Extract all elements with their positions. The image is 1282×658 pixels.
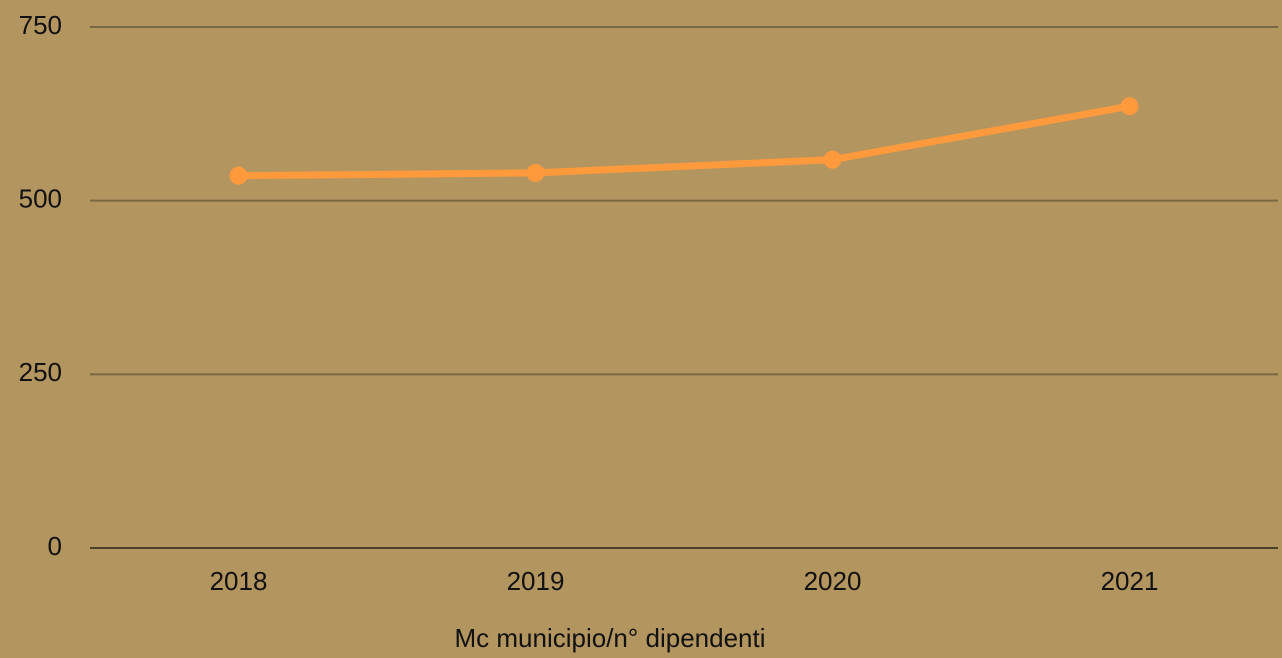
point bbox=[823, 150, 842, 169]
x-tick-label: 2021 bbox=[1101, 566, 1159, 596]
point bbox=[1120, 97, 1139, 116]
legend-label: Mc municipio/n° dipendenti bbox=[454, 623, 765, 653]
x-tick-label: 2018 bbox=[210, 566, 268, 596]
x-tick-label: 2020 bbox=[804, 566, 862, 596]
point bbox=[526, 163, 545, 182]
point bbox=[229, 166, 248, 185]
y-tick-label: 500 bbox=[19, 184, 62, 214]
series-line bbox=[238, 102, 1131, 180]
y-tick-label: 750 bbox=[19, 10, 62, 40]
y-tick-label: 250 bbox=[19, 357, 62, 387]
y-tick-label: 0 bbox=[48, 531, 62, 561]
x-tick-label: 2019 bbox=[507, 566, 565, 596]
